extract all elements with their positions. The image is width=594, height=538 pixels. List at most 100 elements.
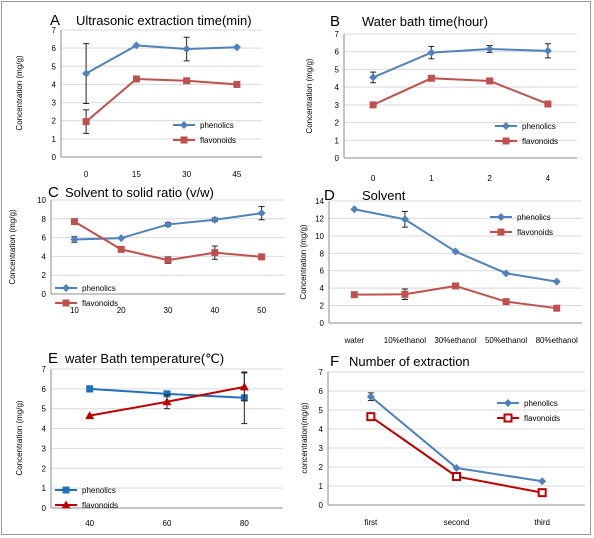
data-point	[366, 412, 376, 422]
series-line	[372, 48, 548, 79]
series-line	[85, 77, 237, 123]
y-tick-label: 5	[42, 405, 47, 414]
x-tick-label: 60	[163, 519, 172, 528]
data-point	[117, 234, 126, 243]
y-axis-label: Concentration (mg/g)	[305, 58, 314, 133]
y-tick-label: 10	[315, 232, 324, 241]
y-tick-label: 1	[319, 482, 324, 491]
chart-title: Solvent to solid ratio (v/w)	[65, 185, 214, 200]
legend-label: phenolics	[82, 284, 116, 293]
y-tick-label: 8	[42, 215, 47, 224]
series-phenolics	[82, 36, 241, 104]
panel-letter: C	[48, 184, 59, 201]
y-tick-label: 0	[320, 319, 325, 328]
legend-marker	[503, 413, 513, 423]
panel-letter: F	[330, 353, 339, 370]
data-point	[258, 253, 266, 261]
x-tick-label: 30%ethanol	[434, 336, 476, 345]
y-axis-label: concentration(mg/g)	[300, 402, 309, 473]
y-tick-label: 2	[42, 271, 47, 280]
chart-d: 0 2 4 6 8 10 12 14 water 10%ethanol 30%ethanol 50%e…	[299, 187, 582, 345]
x-tick-label: 10%ethanol	[384, 336, 426, 345]
y-tick-label: 2	[320, 302, 325, 311]
y-tick-label: 10	[37, 196, 46, 205]
data-point	[427, 48, 436, 57]
y-tick-label: 2	[335, 119, 340, 128]
x-tick-label: 50	[257, 306, 266, 315]
y-tick-label: 0	[319, 501, 324, 510]
x-tick-label: 40	[85, 519, 94, 528]
data-point	[369, 73, 378, 82]
data-point	[183, 77, 191, 85]
chart-f: 0 1 2 3 4 5 6 7 first second third F Number of extra…	[300, 353, 585, 527]
series-line	[370, 415, 543, 494]
y-tick-label: 4	[320, 284, 325, 293]
series-flavonoids	[350, 282, 561, 312]
y-tick-label: 5	[52, 62, 57, 71]
y-tick-label: 3	[335, 101, 340, 110]
chart-title: Ultrasonic extraction time(min)	[76, 13, 252, 28]
legend-marker	[502, 137, 510, 145]
legend-marker	[180, 136, 188, 144]
y-tick-label: 3	[319, 444, 324, 453]
data-point	[451, 247, 460, 256]
data-point	[210, 215, 219, 224]
series-line	[85, 44, 237, 75]
x-tick-label: first	[364, 518, 378, 527]
data-point	[257, 209, 266, 218]
panel-letter: B	[330, 13, 340, 30]
series-phenolics	[350, 205, 561, 286]
legend-label: flavonoids	[517, 228, 553, 237]
y-tick-label: 6	[42, 385, 47, 394]
x-tick-label: 15	[132, 170, 141, 179]
y-tick-label: 4	[319, 425, 324, 434]
y-tick-label: 0	[42, 504, 47, 513]
series-flavonoids	[82, 75, 241, 134]
x-tick-label: 45	[232, 170, 241, 179]
data-point	[553, 304, 561, 312]
data-point	[132, 41, 141, 50]
y-axis-label: Concentration (mg/g)	[299, 224, 308, 299]
data-point	[164, 220, 172, 229]
y-tick-label: 8	[320, 249, 325, 258]
legend-label: phenolics	[522, 122, 556, 131]
data-point	[163, 390, 171, 398]
legend-label: phenolics	[517, 213, 551, 222]
x-tick-label: 80	[240, 519, 249, 528]
legend-marker	[61, 500, 71, 509]
y-tick-label: 4	[42, 425, 47, 434]
chart-title: Solvent	[362, 188, 406, 203]
legend-label: phenolics	[524, 399, 558, 408]
legend-label: phenolics	[200, 121, 234, 130]
data-point	[452, 463, 461, 472]
x-tick-label: 40	[210, 306, 219, 315]
series-phenolics	[369, 43, 552, 84]
x-tick-label: 30	[182, 170, 191, 179]
x-tick-label: 20	[117, 306, 126, 315]
y-tick-label: 6	[335, 48, 340, 57]
x-tick-label: second	[444, 518, 470, 527]
legend-label: flavonoids	[200, 136, 236, 145]
y-tick-label: 6	[320, 267, 325, 276]
chart-title: Number of extraction	[349, 354, 470, 369]
data-point	[401, 290, 409, 298]
panel-letter: A	[50, 12, 60, 29]
y-tick-label: 3	[52, 99, 57, 108]
data-point	[182, 45, 191, 54]
y-tick-label: 6	[319, 387, 324, 396]
x-tick-label: 80%ethanol	[536, 336, 578, 345]
panel-letter: D	[324, 187, 335, 204]
x-tick-label: 0	[371, 174, 376, 183]
data-point	[366, 392, 375, 401]
y-tick-label: 5	[335, 65, 340, 74]
data-point	[82, 118, 90, 126]
data-point	[86, 385, 94, 393]
data-point	[232, 43, 241, 52]
y-tick-label: 7	[319, 368, 324, 377]
data-point	[162, 397, 172, 406]
y-tick-label: 12	[315, 214, 324, 223]
y-tick-label: 6	[52, 44, 57, 53]
legend-label: flavonoids	[82, 299, 118, 308]
y-tick-label: 1	[52, 135, 57, 144]
data-point	[164, 256, 172, 264]
